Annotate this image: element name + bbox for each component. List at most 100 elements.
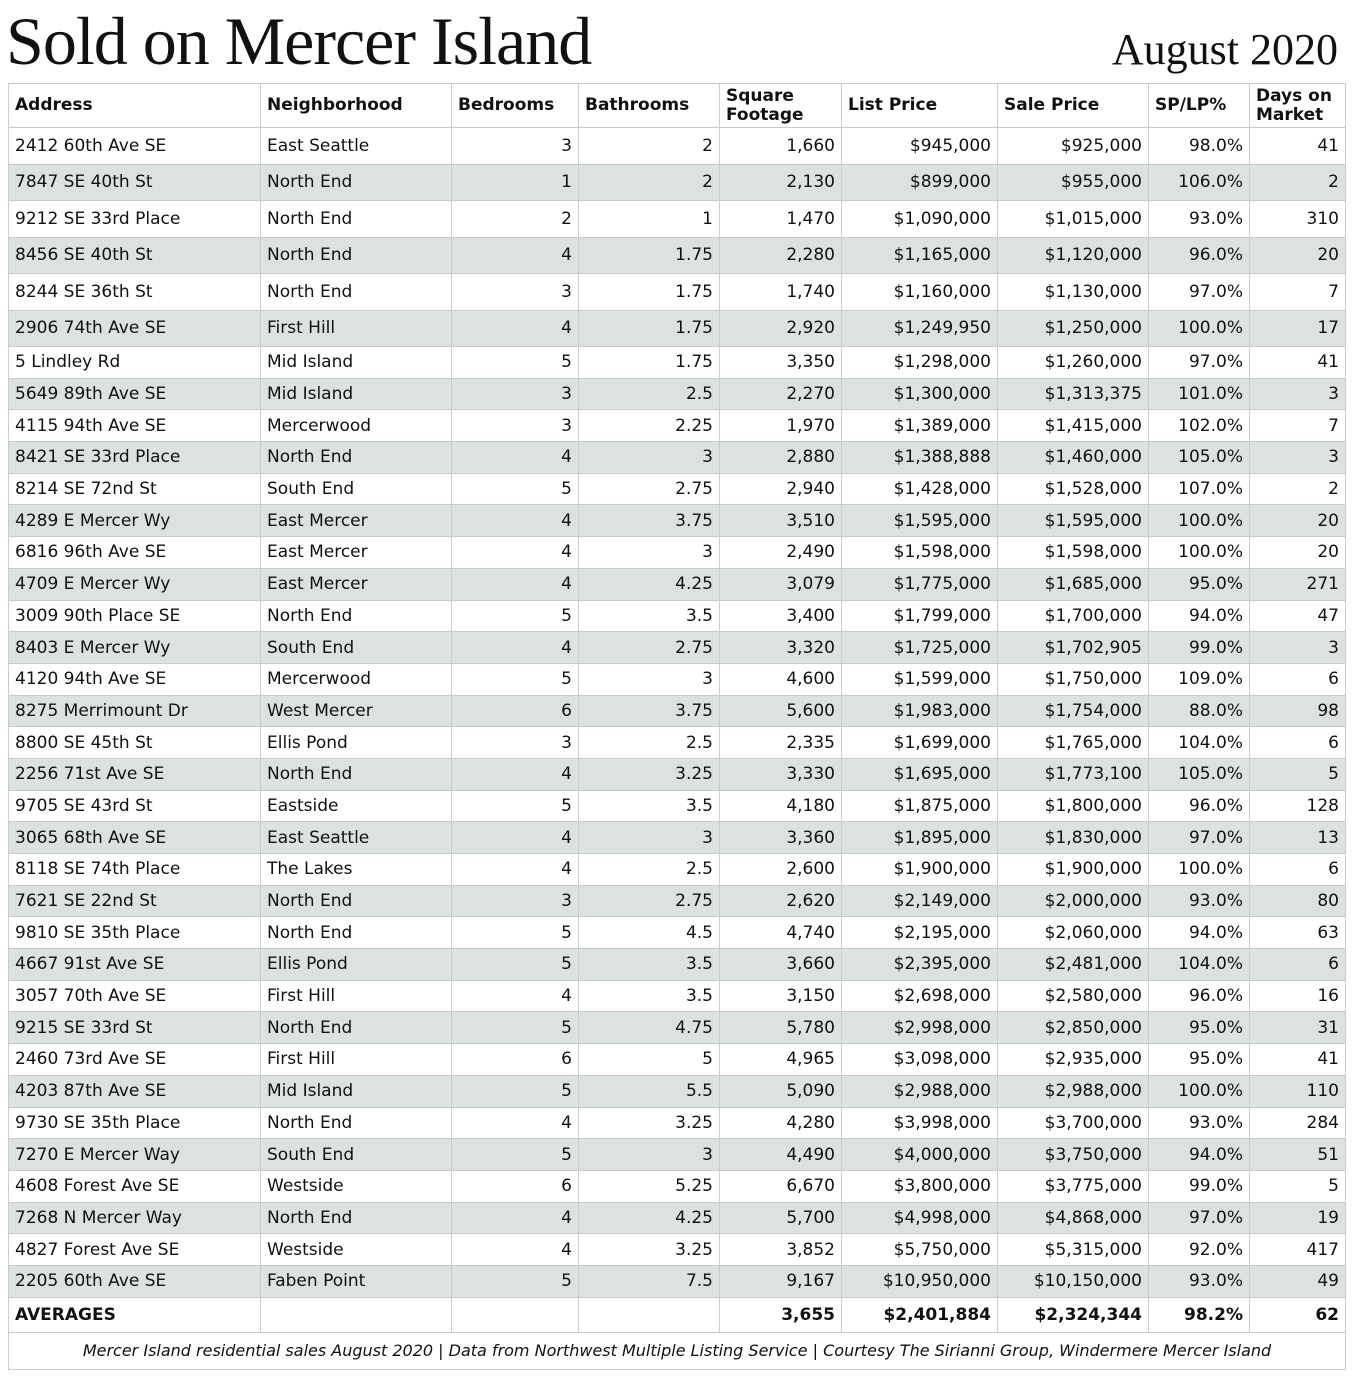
cell: 3.75 [578,694,720,728]
cell: $4,868,000 [997,1201,1149,1235]
sales-table: Address Neighborhood Bedrooms Bathrooms Squa… [8,83,1346,1370]
cell: 4.25 [578,567,720,601]
cell: 49 [1249,1264,1346,1298]
cell: 4 [451,236,579,274]
cell: $3,098,000 [841,1043,998,1076]
cell: $1,750,000 [997,662,1149,696]
cell: 4 [451,309,579,347]
cell: 2,600 [719,853,842,886]
cell: $2,395,000 [841,948,998,981]
data-row: 9212 SE 33rd Place North End 2 1 1,470 $1,090… [8,200,1346,238]
cell: 92.0% [1148,1233,1250,1266]
data-row: 4289 E Mercer Wy East Mercer 4 3.75 3,510 $1,… [8,504,1346,538]
cell: 2,280 [719,236,842,274]
cell: 3.5 [578,979,720,1013]
cell: 4.75 [578,1011,720,1045]
cell: First Hill [260,1043,452,1076]
cell: 2,920 [719,309,842,347]
cell: $1,595,000 [841,504,998,538]
empty-cell [578,1296,720,1333]
data-row: 7847 SE 40th St North End 1 2 2,130 $899,000 $… [8,163,1346,201]
cell: 3 [1249,441,1346,474]
cell: 100.0% [1148,504,1250,538]
cell: 4608 Forest Ave SE [8,1169,261,1203]
cell: 1.75 [578,273,720,311]
cell: $3,700,000 [997,1106,1149,1140]
cell: 2,490 [719,536,842,569]
cell: $2,000,000 [997,884,1149,918]
cell: 2412 60th Ave SE [8,127,261,165]
cell: 41 [1249,346,1346,379]
date: August 2020 [1111,25,1338,74]
cell: 4709 E Mercer Wy [8,567,261,601]
cell: 4 [451,853,579,886]
cell: $1,120,000 [997,236,1149,274]
averages-row: AVERAGES 3,655 $2,401,884 $2,324,344 98.… [8,1296,1346,1333]
cell: Westside [260,1169,452,1203]
cell: South End [260,631,452,664]
cell: 100.0% [1148,309,1250,347]
cell: $1,428,000 [841,472,998,506]
cell: 5649 89th Ave SE [8,377,261,411]
cell: 3 [578,536,720,569]
cell: South End [260,472,452,506]
cell: East Seattle [260,127,452,165]
cell: 3,400 [719,599,842,633]
cell: 88.0% [1148,694,1250,728]
footer-note: Mercer Island residential sales August 2… [8,1331,1346,1370]
cell: 7270 E Mercer Way [8,1138,261,1171]
cell: $2,195,000 [841,916,998,950]
cell: North End [260,441,452,474]
cell: $1,799,000 [841,599,998,633]
cell: 97.0% [1148,273,1250,311]
cell: 3,150 [719,979,842,1013]
cell: 4 [451,757,579,791]
cell: 3.25 [578,1106,720,1140]
cell: $1,598,000 [997,536,1149,569]
cell: 5 [451,1011,579,1045]
cell: 5.25 [578,1169,720,1203]
cell: 4 [451,504,579,538]
data-row: 6816 96th Ave SE East Mercer 4 3 2,490 $1,598… [8,536,1346,569]
cell: $1,598,000 [841,536,998,569]
cell: 2.75 [578,472,720,506]
cell: $1,900,000 [997,853,1149,886]
data-row: 8214 SE 72nd St South End 5 2.75 2,940 $1,428… [8,472,1346,506]
cell: $1,895,000 [841,821,998,854]
cell: 2,130 [719,163,842,201]
cell: 5 [451,1074,579,1108]
cell: 5 [451,1138,579,1171]
cell: $1,702,905 [997,631,1149,664]
cell: 5 [451,1264,579,1298]
data-row: 3009 90th Place SE North End 5 3.5 3,400 $1,7… [8,599,1346,633]
cell: $2,988,000 [997,1074,1149,1108]
cell: 5 [451,346,579,379]
cell: 31 [1249,1011,1346,1045]
cell: 95.0% [1148,1043,1250,1076]
cell: Westside [260,1233,452,1266]
cell: 107.0% [1148,472,1250,506]
cell: $2,149,000 [841,884,998,918]
cell: 106.0% [1148,163,1250,201]
cell: North End [260,200,452,238]
cell: $1,599,000 [841,662,998,696]
cell: 5 [1249,1169,1346,1203]
cell: East Seattle [260,821,452,854]
cell: 100.0% [1148,1074,1250,1108]
cell: $1,015,000 [997,200,1149,238]
cell: 5 [451,916,579,950]
cell: 4667 91st Ave SE [8,948,261,981]
cell: $3,998,000 [841,1106,998,1140]
cell: 17 [1249,309,1346,347]
cell: $1,460,000 [997,441,1149,474]
cell: 9212 SE 33rd Place [8,200,261,238]
cell: $2,580,000 [997,979,1149,1013]
cell: 99.0% [1148,1169,1250,1203]
cell: 2,940 [719,472,842,506]
cell: $2,481,000 [997,948,1149,981]
cell: 5,780 [719,1011,842,1045]
cell: 104.0% [1148,726,1250,759]
data-row: 4115 94th Ave SE Mercerwood 3 2.25 1,970 $1,3… [8,409,1346,443]
cell: 6 [451,1043,579,1076]
cell: $945,000 [841,127,998,165]
